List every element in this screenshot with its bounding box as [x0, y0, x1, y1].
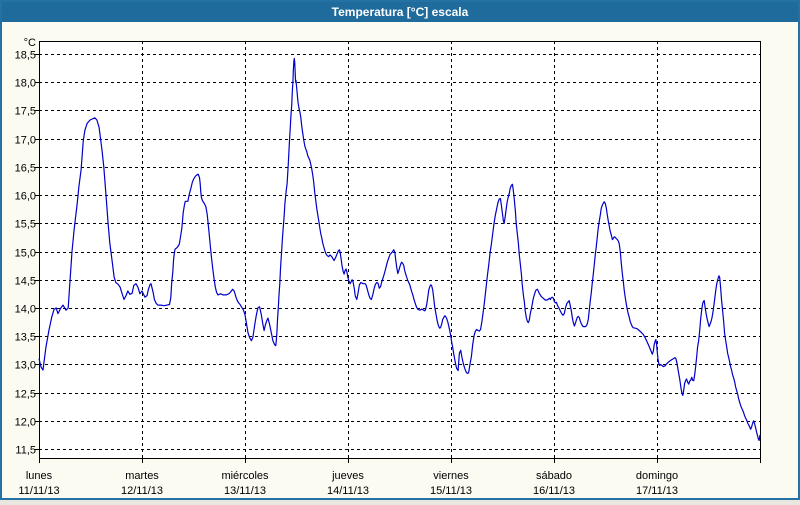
x-axis-labels: lunes 11/11/13 martes 12/11/13 miércoles 13/1…	[18, 470, 678, 497]
y-tick-label: 12,5	[15, 389, 36, 401]
day-date-label: 13/11/13	[224, 485, 266, 497]
plot-frame	[39, 41, 761, 459]
day-name-label: domingo	[636, 470, 678, 482]
day-date-label: 15/11/13	[430, 485, 472, 497]
day-date-label: 17/11/13	[636, 485, 678, 497]
y-tick-label: 12,0	[15, 417, 36, 429]
titlebar	[2, 2, 798, 22]
gridlines	[39, 41, 760, 458]
y-tick-label: 15,5	[15, 219, 36, 231]
page-title: Temperatura [°C] escala	[332, 5, 469, 19]
day-name-label: viernes	[433, 470, 469, 482]
y-axis-unit-label: °C	[24, 37, 36, 49]
temperature-line	[38, 57, 761, 442]
y-tick-label: 13,0	[15, 360, 36, 372]
day-name-label: martes	[125, 470, 159, 482]
y-tick-label: 11,5	[15, 445, 36, 457]
day-date-label: 16/11/13	[533, 485, 575, 497]
day-name-label: lunes	[26, 470, 53, 482]
y-tick-label: 16,5	[15, 163, 36, 175]
day-date-label: 11/11/13	[18, 485, 59, 497]
y-tick-label: 17,0	[15, 135, 36, 147]
y-tick-label: 16,0	[15, 191, 36, 203]
plot-border	[39, 41, 761, 459]
y-tick-label: 14,0	[15, 304, 36, 316]
y-tick-label: 18,0	[15, 78, 36, 90]
day-date-label: 12/11/13	[121, 485, 163, 497]
y-axis-labels: 18,5 18,0 17,5 17,0 16,5 16,0 15,5 15,0 14,5 14,0…	[15, 50, 36, 457]
day-name-label: sábado	[536, 470, 572, 482]
day-date-label: 14/11/13	[327, 485, 369, 497]
day-name-label: jueves	[331, 470, 364, 482]
day-name-label: miércoles	[221, 470, 269, 482]
y-tick-label: 15,0	[15, 248, 36, 260]
y-tick-label: 18,5	[15, 50, 36, 62]
y-tick-label: 13,5	[15, 332, 36, 344]
temperature-series-line	[38, 57, 761, 442]
plot-area	[39, 41, 760, 458]
y-tick-label: 14,5	[15, 276, 36, 288]
y-tick-label: 17,5	[15, 106, 36, 118]
